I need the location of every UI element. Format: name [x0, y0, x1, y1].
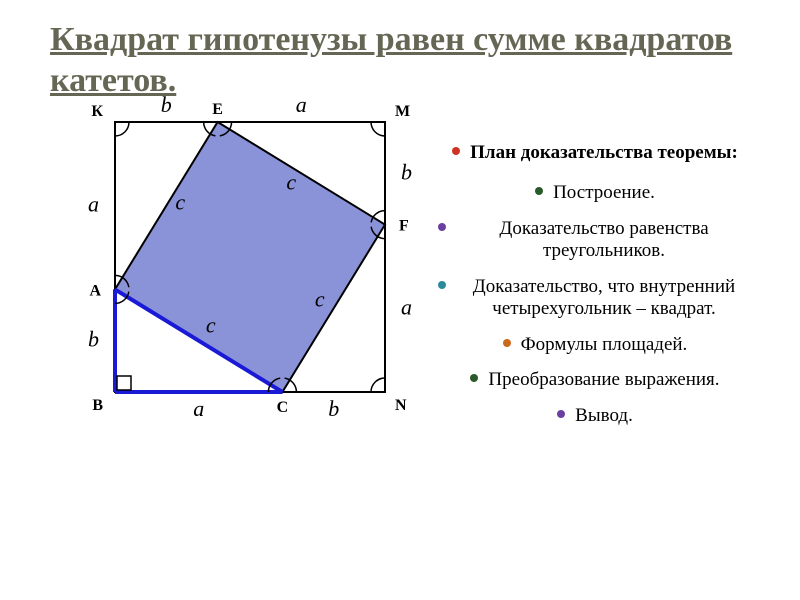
plan-item: Вывод.: [575, 405, 633, 427]
svg-text:a: a: [88, 191, 99, 216]
plan-item: Доказательство, что внутренний четырехуг…: [456, 276, 752, 320]
svg-text:b: b: [401, 159, 412, 184]
bullet-icon: [438, 281, 446, 289]
bullet-icon: [557, 410, 565, 418]
svg-text:b: b: [161, 92, 172, 117]
bullet-icon: [535, 187, 543, 195]
svg-text:c: c: [315, 286, 325, 311]
svg-text:a: a: [296, 92, 307, 117]
plan-item: Доказательство равенства треугольников.: [456, 218, 752, 262]
svg-text:b: b: [328, 396, 339, 421]
svg-text:C: C: [277, 399, 289, 416]
plan-heading: План доказательства теоремы:: [470, 142, 738, 165]
svg-text:a: a: [401, 294, 412, 319]
svg-text:c: c: [175, 189, 185, 214]
bullet-icon: [503, 339, 511, 347]
content-area: КEМFNCВAbabaababcccc План доказательства…: [0, 112, 800, 512]
bullet-icon: [470, 374, 478, 382]
svg-text:a: a: [193, 396, 204, 421]
proof-plan-list: План доказательства теоремы: Построение.…: [420, 112, 780, 512]
svg-text:F: F: [399, 217, 409, 234]
svg-text:c: c: [206, 312, 216, 337]
plan-item: Формулы площадей.: [521, 334, 688, 356]
diagram-container: КEМFNCВAbabaababcccc: [20, 112, 420, 512]
plan-item: Построение.: [553, 182, 655, 204]
svg-text:N: N: [395, 397, 407, 414]
svg-text:М: М: [395, 103, 410, 120]
svg-text:A: A: [89, 282, 101, 299]
svg-text:b: b: [88, 326, 99, 351]
pythagoras-diagram: К E М F N C В Ab a b a a b a b c c c c: [60, 92, 430, 492]
svg-text:c: c: [286, 169, 296, 194]
bullet-icon: [452, 147, 460, 155]
svg-text:К: К: [91, 103, 103, 120]
bullet-icon: [438, 223, 446, 231]
svg-text:E: E: [212, 101, 223, 118]
svg-text:В: В: [92, 397, 103, 414]
plan-item: Преобразование выражения.: [488, 369, 719, 391]
